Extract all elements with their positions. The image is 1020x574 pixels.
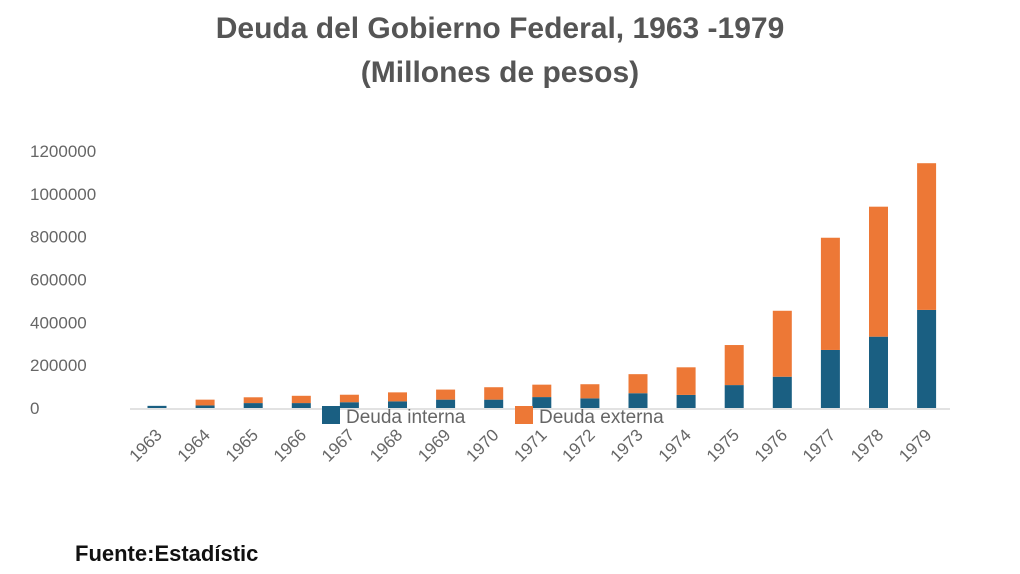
bar-interna-1974 (676, 394, 696, 408)
bar-externa-1971 (532, 384, 552, 398)
x-tick-label: 1976 (751, 425, 791, 465)
x-tick-label: 1979 (895, 425, 935, 465)
x-tick-label: 1964 (174, 425, 214, 465)
legend-swatch (322, 406, 340, 424)
bar-interna-1967 (339, 402, 359, 408)
x-tick-label: 1967 (318, 425, 358, 465)
legend-label: Deuda interna (346, 407, 466, 428)
bar-externa-1970 (484, 387, 504, 400)
x-tick-label: 1975 (703, 425, 743, 465)
y-tick-label: 400000 (30, 313, 87, 332)
y-tick-label: 600000 (30, 271, 87, 290)
bar-interna-1971 (532, 397, 552, 408)
bar-interna-1977 (820, 349, 840, 408)
x-tick-label: 1965 (222, 425, 262, 465)
x-tick-label: 1973 (607, 425, 647, 465)
bar-externa-1973 (628, 374, 648, 394)
bar-externa-1975 (724, 345, 744, 386)
x-tick-label: 1970 (462, 425, 502, 465)
bar-externa-1967 (339, 394, 359, 403)
bar-externa-1977 (820, 237, 840, 350)
bar-externa-1966 (291, 395, 311, 404)
bar-interna-1978 (869, 336, 888, 408)
x-tick-label: 1978 (847, 425, 887, 465)
bar-interna-1964 (195, 405, 215, 408)
bar-externa-1965 (243, 397, 263, 404)
y-tick-label: 1000000 (30, 185, 96, 204)
y-tick-label: 800000 (30, 228, 87, 247)
chart-title: Deuda del Gobierno Federal, 1963 -1979 (215, 12, 785, 45)
bar-interna-1975 (724, 385, 744, 408)
bar-interna-1970 (484, 399, 504, 408)
bar-interna-1976 (772, 376, 792, 408)
bar-interna-1968 (388, 401, 407, 408)
bar-interna-1973 (628, 393, 648, 408)
bar-interna-1963 (147, 405, 167, 408)
x-tick-label: 1977 (799, 425, 839, 465)
x-tick-label: 1968 (366, 425, 406, 465)
bar-interna-1969 (436, 399, 456, 408)
bar-interna-1972 (580, 398, 600, 408)
x-tick-label: 1966 (270, 425, 310, 465)
bar-externa-1974 (676, 367, 696, 395)
bar-externa-1972 (580, 384, 600, 399)
bar-interna-1979 (917, 309, 937, 408)
x-tick-label: 1972 (559, 425, 599, 465)
y-tick-label: 0 (30, 399, 39, 418)
bar-interna-1966 (291, 403, 311, 408)
x-tick-label: 1974 (655, 425, 695, 465)
y-tick-label: 1200000 (30, 142, 96, 161)
bar-externa-1964 (195, 399, 215, 406)
bar-externa-1968 (388, 392, 407, 402)
bar-externa-1969 (436, 389, 456, 400)
bar-externa-1979 (917, 163, 937, 310)
source-note: Fuente:Estadístic (75, 541, 259, 566)
bar-externa-1976 (772, 310, 792, 377)
x-tick-label: 1971 (510, 425, 550, 465)
legend-swatch (515, 406, 533, 424)
x-tick-label: 1969 (414, 425, 454, 465)
y-tick-label: 200000 (30, 356, 87, 375)
x-tick-label: 1963 (126, 425, 166, 465)
bar-interna-1965 (243, 403, 263, 408)
legend-label: Deuda externa (539, 407, 664, 428)
bar-externa-1978 (869, 206, 888, 337)
chart-subtitle: (Millones de pesos) (360, 56, 640, 89)
